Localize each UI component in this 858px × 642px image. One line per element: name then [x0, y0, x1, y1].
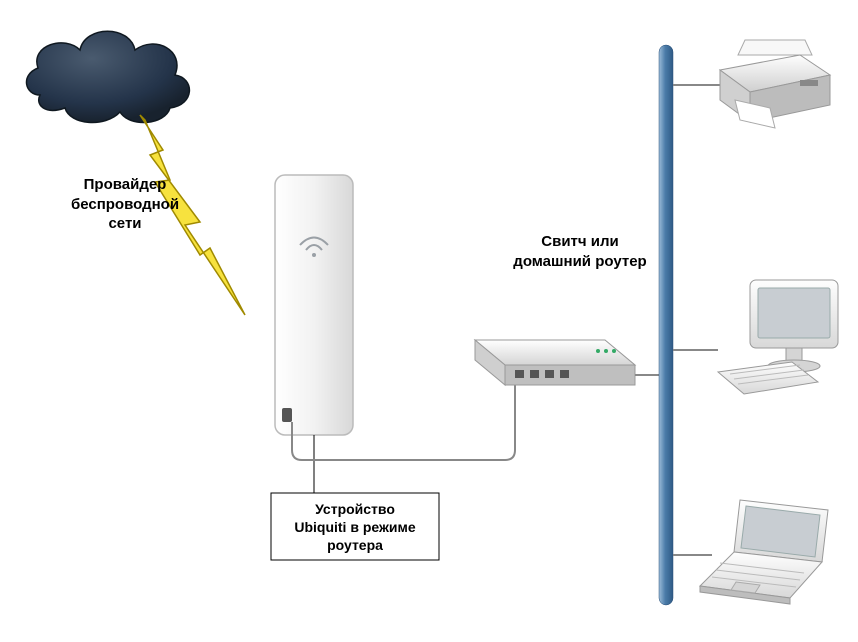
cloud-icon [26, 31, 189, 122]
ubiquiti-device-icon [275, 175, 353, 435]
bus-bar-icon [659, 45, 673, 605]
antenna-label: УстройствоUbiquiti в режимероутера [275, 500, 435, 555]
cloud-label: Провайдербеспроводнойсети [45, 175, 205, 234]
laptop-icon [700, 500, 828, 604]
switch-label: Свитч илидомашний роутер [490, 232, 670, 271]
computer-icon [718, 280, 838, 394]
router-icon [475, 340, 635, 385]
printer-icon [720, 40, 830, 128]
